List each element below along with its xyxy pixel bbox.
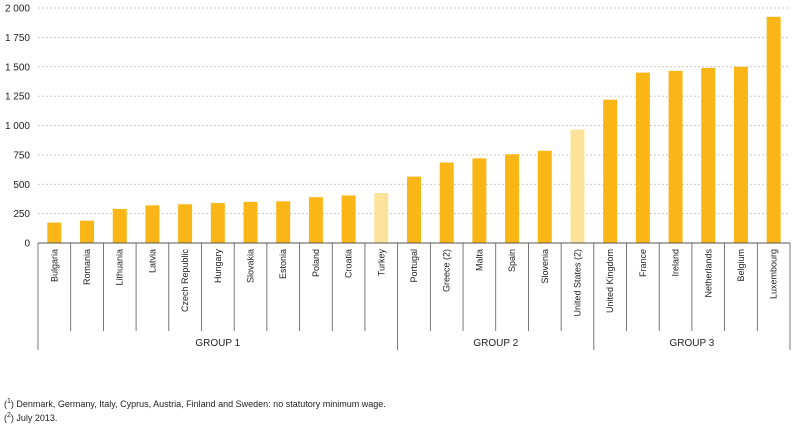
y-tick-label: 500 [13,180,30,191]
x-tick-label: Romania [82,249,92,285]
y-tick-label: 1 750 [5,33,30,44]
x-tick-label: United Kingdom [605,249,615,313]
y-tick-label: 1 500 [5,62,30,73]
bar [505,154,520,243]
x-tick-label: Bulgaria [49,249,59,282]
bar [80,220,95,243]
bar [733,66,748,243]
bar [243,201,258,243]
footnote-2-text: July 2013. [16,413,58,423]
bar [570,129,585,243]
bar [276,201,291,243]
bar [472,158,487,243]
bar [603,99,618,244]
x-tick-label: Czech Republic [180,249,190,313]
bar [668,70,683,243]
group-label: GROUP 2 [473,338,518,349]
y-tick-label: 750 [13,150,30,161]
x-tick-label: Ireland [671,249,681,277]
bar [47,222,62,243]
x-tick-label: Latvia [147,249,157,273]
y-tick-label: 1 250 [5,92,30,103]
footnote-2: (2) July 2013. [4,412,58,423]
x-tick-label: Croatia [344,249,354,278]
bar [766,16,781,243]
bar [145,205,160,243]
bar [374,193,389,243]
x-tick-label: Portugal [409,249,419,283]
y-tick-label: 250 [13,209,30,220]
bar [701,67,716,243]
x-tick-label: Estonia [278,249,288,279]
bar [439,162,454,243]
group-label: GROUP 3 [669,338,714,349]
x-tick-label: United States (2) [572,249,582,317]
y-tick-label: 1 000 [5,121,30,132]
x-tick-label: Lithuania [115,249,125,286]
x-tick-label: Luxembourg [769,249,779,299]
x-tick-label: Belgium [736,249,746,282]
bar [537,150,552,243]
bar [308,197,323,243]
bar [178,204,193,243]
footnote-1-text: Denmark, Germany, Italy, Cyprus, Austria… [16,399,386,409]
bar [210,203,225,243]
x-tick-label: Malta [474,249,484,271]
footnote-1-marker: 1 [7,398,11,405]
footnotes: (1) Denmark, Germany, Italy, Cyprus, Aus… [4,396,386,424]
x-tick-label: Greece (2) [442,249,452,292]
x-tick-label: Poland [311,249,321,277]
bar [407,176,421,243]
x-tick-label: Netherlands [703,249,713,298]
x-tick-label: Spain [507,249,517,272]
x-tick-label: Slovakia [246,249,256,283]
y-tick-label: 0 [24,239,30,250]
x-tick-label: France [638,249,648,277]
group-label: GROUP 1 [195,338,240,349]
x-tick-label: Slovenia [540,249,550,284]
bar [635,72,650,243]
bar [341,195,356,243]
footnote-2-marker: 2 [7,412,11,419]
footnote-1: (1) Denmark, Germany, Italy, Cyprus, Aus… [4,398,386,409]
x-tick-label: Turkey [376,249,386,277]
y-tick-label: 2 000 [5,4,30,15]
x-tick-label: Hungary [213,249,223,284]
bar [112,208,127,243]
